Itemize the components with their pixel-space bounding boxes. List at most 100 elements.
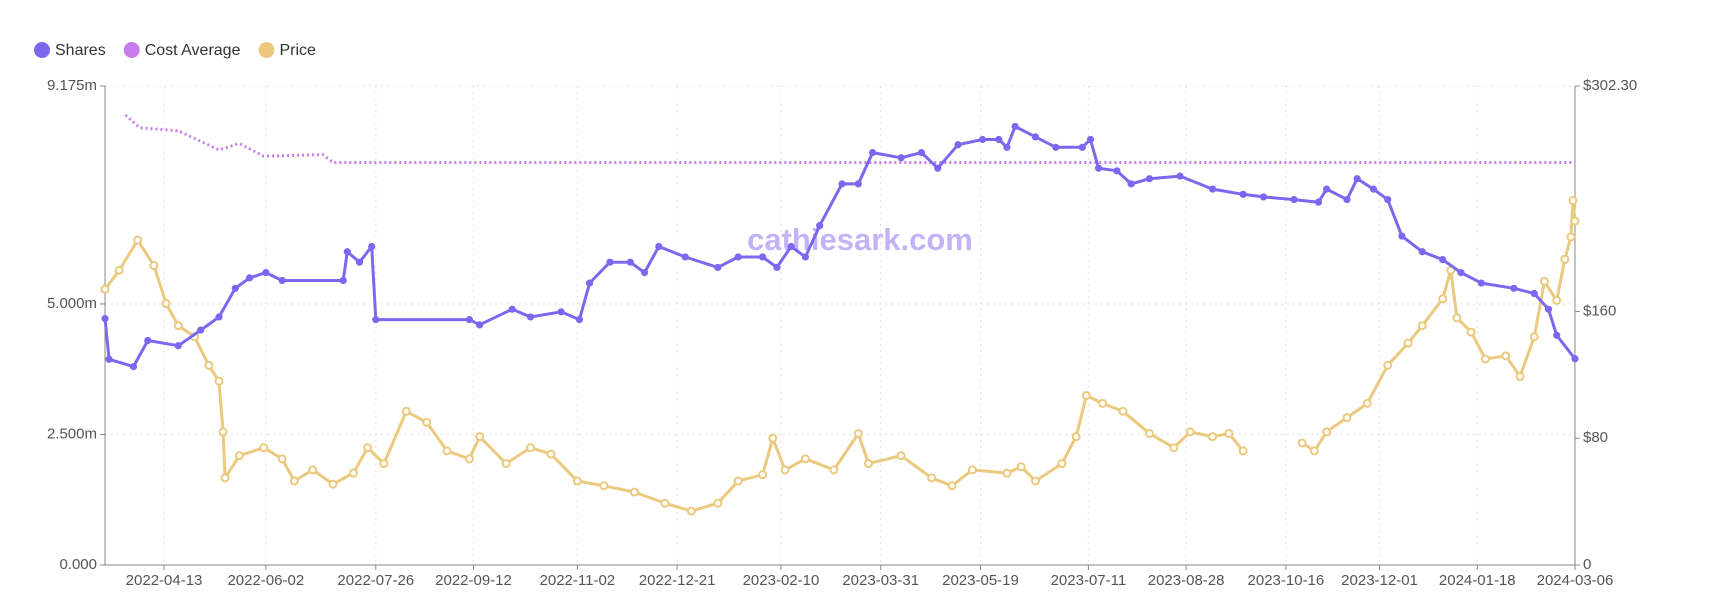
data-point [1224, 428, 1234, 438]
data-point [1342, 413, 1352, 423]
data-point [854, 180, 862, 188]
data-point [773, 263, 781, 272]
data-point [1369, 185, 1378, 193]
data-point [1384, 195, 1392, 204]
data-point [896, 451, 906, 461]
x-tick-label: 2023-02-10 [743, 572, 820, 589]
x-tick-label: 2023-05-19 [942, 572, 1019, 589]
data-point [1322, 427, 1332, 437]
data-point [838, 180, 846, 188]
data-point [379, 459, 389, 469]
data-point [917, 148, 926, 157]
data-point [173, 321, 183, 331]
data-point [1571, 355, 1579, 363]
data-point [105, 355, 113, 363]
data-point [100, 284, 110, 294]
data-point [1239, 190, 1247, 198]
data-point [758, 470, 768, 480]
data-point [853, 428, 863, 438]
data-point [1078, 143, 1086, 151]
data-point [897, 154, 905, 162]
data-point [234, 451, 244, 461]
legend-swatch [123, 42, 140, 58]
data-point [1343, 195, 1351, 204]
data-point [174, 342, 182, 350]
data-point [289, 476, 299, 486]
data-point [442, 446, 452, 456]
legend-item[interactable]: Cost Average [123, 42, 241, 59]
data-point [1323, 185, 1331, 193]
data-point [348, 468, 358, 478]
data-point [660, 498, 670, 508]
data-point [1568, 196, 1578, 206]
data-point [149, 261, 159, 271]
data-point [1553, 331, 1561, 339]
y2-tick-label: $302.30 [1583, 77, 1637, 94]
data-point [129, 363, 138, 371]
data-point [1477, 279, 1485, 287]
y2-tick-label: $160 [1583, 302, 1616, 319]
data-point [733, 476, 743, 486]
data-point [464, 454, 474, 464]
data-point [1127, 180, 1135, 188]
data-point [1314, 198, 1323, 206]
data-point [1081, 390, 1091, 400]
x-tick-label: 2023-12-01 [1341, 572, 1418, 589]
legend-label: Shares [55, 42, 106, 59]
data-point [546, 449, 556, 459]
x-tick-label: 2023-03-31 [842, 572, 919, 589]
data-point [1011, 122, 1019, 131]
data-point [1560, 254, 1570, 264]
data-point [801, 253, 809, 261]
data-point [599, 481, 609, 491]
data-point [220, 473, 230, 483]
legend-item[interactable]: Price [258, 42, 316, 59]
data-point [1057, 459, 1067, 469]
data-point [686, 506, 696, 516]
data-point [655, 242, 663, 251]
data-point [215, 313, 223, 321]
data-point [1003, 143, 1011, 151]
data-point [1309, 446, 1319, 456]
data-point [1185, 427, 1195, 437]
data-point [343, 248, 351, 256]
data-point [1362, 398, 1372, 408]
data-point [1544, 305, 1553, 313]
data-point [1113, 167, 1121, 175]
x-tick-label: 2022-12-21 [639, 572, 716, 589]
data-point [1118, 406, 1128, 416]
data-point [816, 222, 824, 230]
data-point [734, 253, 742, 261]
x-tick-label: 2024-03-06 [1537, 572, 1614, 589]
data-point [262, 269, 270, 277]
data-point [787, 242, 795, 251]
data-point [476, 321, 484, 329]
data-point [1031, 133, 1040, 141]
data-point [1259, 193, 1268, 201]
data-point [1539, 276, 1549, 286]
data-point [1169, 443, 1179, 453]
data-point [1016, 462, 1026, 472]
data-point [328, 479, 338, 489]
data-point [231, 284, 239, 292]
data-point [978, 135, 987, 144]
data-point [1144, 428, 1154, 438]
data-point [508, 305, 516, 313]
data-point [585, 279, 594, 287]
data-point [1052, 143, 1060, 151]
data-point [1094, 164, 1103, 172]
legend-label: Cost Average [145, 42, 241, 59]
y-tick-label: 5.000m [47, 295, 97, 312]
series-line [103, 199, 1577, 513]
data-point [1086, 135, 1095, 144]
legend-label: Price [279, 42, 316, 59]
data-point [1208, 432, 1218, 442]
data-point [144, 336, 152, 345]
legend-item[interactable]: Shares [34, 42, 106, 59]
data-point [1480, 354, 1490, 364]
data-point [829, 465, 839, 475]
data-point [1398, 232, 1406, 240]
data-point [954, 141, 962, 149]
data-point [422, 417, 432, 427]
